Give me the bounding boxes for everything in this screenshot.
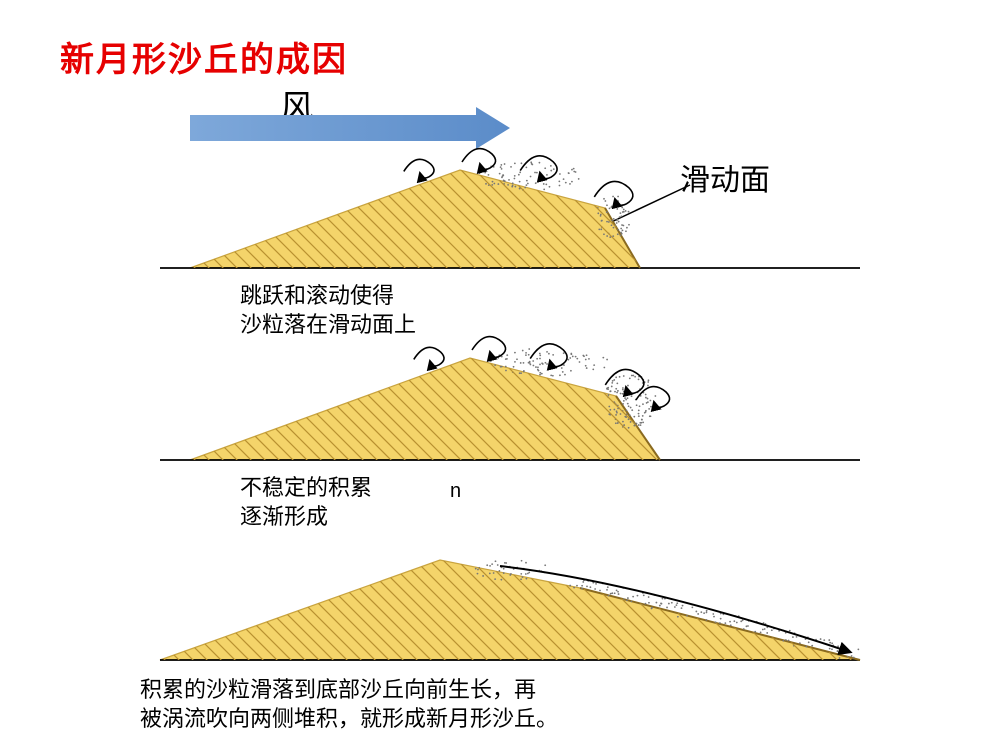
dune-panel xyxy=(160,337,860,460)
diagram-page: 新月形沙丘的成因 风 滑动面 跳跃和滚动使得沙粒落在滑动面上 不稳定的积累 逐渐… xyxy=(0,0,1000,750)
dune-shape xyxy=(190,358,660,460)
diagram-svg xyxy=(0,0,1000,750)
wind-swirl-icon xyxy=(594,181,633,205)
dune-panel xyxy=(160,149,860,268)
wind-swirl-icon xyxy=(414,347,444,366)
wind-swirl-icon xyxy=(472,337,506,358)
wind-arrow-icon xyxy=(190,107,510,149)
wind-swirl-icon xyxy=(530,344,567,367)
dune-panel xyxy=(160,560,860,660)
wind-swirl-icon xyxy=(404,159,434,178)
wind-swirl-icon xyxy=(605,369,644,393)
